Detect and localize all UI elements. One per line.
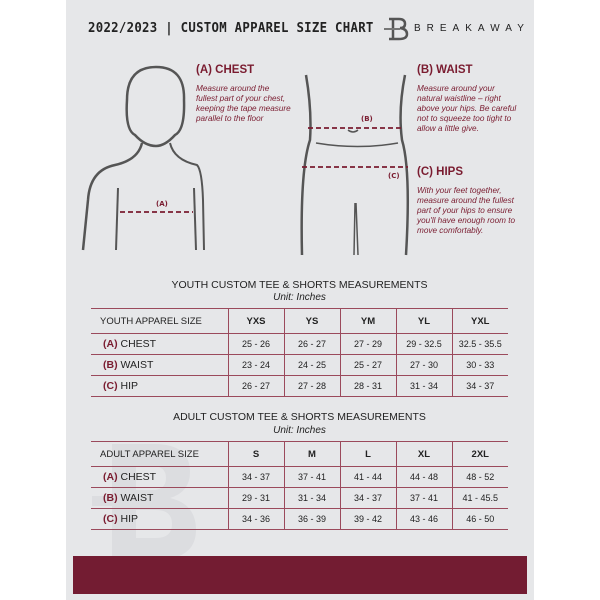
size-header: L (339, 441, 396, 467)
row-code: (C) (103, 380, 118, 392)
hips-marker: (C) (388, 172, 400, 180)
cell: 37 - 41 (395, 487, 452, 509)
size-header: YXS (227, 308, 284, 334)
size-header: YS (283, 308, 340, 334)
row-header: YOUTH APPAREL SIZE (91, 308, 228, 334)
cell: 27 - 30 (395, 354, 452, 376)
cell: 34 - 37 (339, 487, 396, 509)
cell: 29 - 32.5 (395, 333, 452, 355)
youth-table-unit: Unit: Inches (273, 292, 326, 303)
cell: 36 - 39 (283, 508, 340, 530)
cell: 25 - 27 (339, 354, 396, 376)
adult-table-title: ADULT CUSTOM TEE & SHORTS MEASUREMENTS (173, 411, 426, 423)
row-label: CHEST (120, 338, 157, 350)
breakaway-logo-icon (384, 17, 409, 41)
row-label: CHEST (120, 471, 157, 483)
cell: 26 - 27 (283, 333, 340, 355)
size-header: YXL (451, 308, 508, 334)
cell: 46 - 50 (451, 508, 508, 530)
lower-body-figure (300, 74, 410, 256)
cell: 43 - 46 (395, 508, 452, 530)
cell: 24 - 25 (283, 354, 340, 376)
cell: 34 - 36 (227, 508, 284, 530)
cell: 28 - 31 (339, 375, 396, 397)
size-header: XL (395, 441, 452, 467)
table-row: (A) CHEST 34 - 37 37 - 41 41 - 44 44 - 4… (91, 466, 508, 488)
row-code: (A) (103, 338, 118, 350)
table-row: (B) WAIST 23 - 24 24 - 25 25 - 27 27 - 3… (91, 354, 508, 376)
brand-name: BREAKAWAY (414, 23, 530, 34)
cell: 27 - 28 (283, 375, 340, 397)
cell: 37 - 41 (283, 466, 340, 488)
cell: 23 - 24 (227, 354, 284, 376)
size-header: 2XL (451, 441, 508, 467)
table-row: (B) WAIST 29 - 31 31 - 34 34 - 37 37 - 4… (91, 487, 508, 509)
table-row: (C) HIP 34 - 36 36 - 39 39 - 42 43 - 46 … (91, 508, 508, 530)
adult-size-table: ADULT APPAREL SIZE S M L XL 2XL (A) CHES… (91, 441, 508, 530)
page-title: 2022/2023 | CUSTOM APPAREL SIZE CHART (88, 21, 374, 36)
waist-marker: (B) (361, 115, 373, 123)
size-header: YM (339, 308, 396, 334)
chest-marker: (A) (156, 200, 168, 208)
adult-table-unit: Unit: Inches (273, 425, 326, 436)
cell: 39 - 42 (339, 508, 396, 530)
row-label: WAIST (120, 492, 154, 504)
cell: 41 - 45.5 (451, 487, 508, 509)
row-label: HIP (120, 380, 139, 392)
cell: 31 - 34 (395, 375, 452, 397)
youth-table-title: YOUTH CUSTOM TEE & SHORTS MEASUREMENTS (171, 279, 428, 291)
cell: 44 - 48 (395, 466, 452, 488)
chest-description: Measure around the fullest part of your … (196, 84, 291, 123)
cell: 41 - 44 (339, 466, 396, 488)
waist-description: Measure around your natural waistline – … (417, 84, 517, 133)
hips-description: With your feet together, measure around … (417, 186, 516, 235)
youth-size-table: YOUTH APPAREL SIZE YXS YS YM YL YXL (A) … (91, 308, 508, 397)
table-header-row: YOUTH APPAREL SIZE YXS YS YM YL YXL (91, 308, 508, 334)
hips-heading: (C) HIPS (417, 166, 463, 178)
table-header-row: ADULT APPAREL SIZE S M L XL 2XL (91, 441, 508, 467)
row-code: (B) (103, 359, 118, 371)
cell: 29 - 31 (227, 487, 284, 509)
upper-body-figure (81, 65, 205, 251)
size-header: YL (395, 308, 452, 334)
cell: 34 - 37 (227, 466, 284, 488)
table-row: (A) CHEST 25 - 26 26 - 27 27 - 29 29 - 3… (91, 333, 508, 355)
row-code: (A) (103, 471, 118, 483)
row-label: HIP (120, 513, 139, 525)
row-code: (B) (103, 492, 118, 504)
table-row: (C) HIP 26 - 27 27 - 28 28 - 31 31 - 34 … (91, 375, 508, 397)
cell: 26 - 27 (227, 375, 284, 397)
row-label: WAIST (120, 359, 154, 371)
chest-heading: (A) CHEST (196, 64, 255, 76)
cell: 31 - 34 (283, 487, 340, 509)
cell: 27 - 29 (339, 333, 396, 355)
cell: 48 - 52 (451, 466, 508, 488)
row-code: (C) (103, 513, 118, 525)
row-header: ADULT APPAREL SIZE (91, 441, 228, 467)
cell: 25 - 26 (227, 333, 284, 355)
size-header: S (227, 441, 284, 467)
waist-heading: (B) WAIST (417, 64, 473, 76)
cell: 32.5 - 35.5 (451, 333, 508, 355)
footer-band (73, 556, 527, 594)
cell: 34 - 37 (451, 375, 508, 397)
size-header: M (283, 441, 340, 467)
cell: 30 - 33 (451, 354, 508, 376)
